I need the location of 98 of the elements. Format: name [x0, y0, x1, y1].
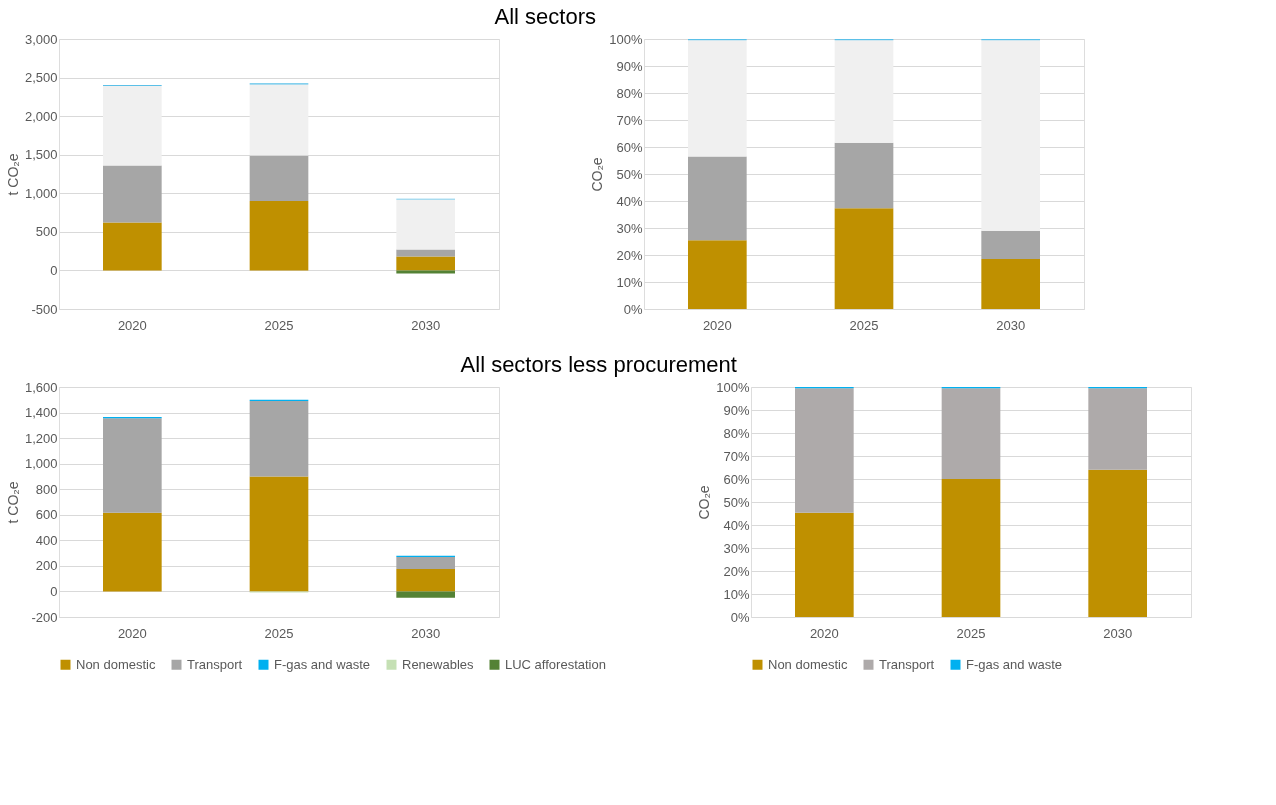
x-tick-label: 2020 [117, 625, 147, 641]
legend-label: LUC afforestation [505, 656, 606, 672]
bar [103, 512, 162, 592]
y-tick-label: 80% [616, 85, 643, 101]
y-tick-label: 400 [35, 532, 58, 548]
bar [981, 230, 1040, 260]
y-tick-label: 1,500 [24, 147, 58, 163]
y-tick-label: 30% [723, 540, 750, 556]
bar [249, 476, 309, 592]
y-tick-label: 0 [50, 583, 58, 599]
x-tick-label: 2020 [809, 625, 839, 641]
y-tick-label: 20% [723, 563, 750, 579]
y-axis-title: CO₂e [589, 157, 606, 192]
bar [795, 512, 854, 617]
bar [103, 222, 162, 271]
y-tick-label: -200 [31, 609, 58, 625]
x-tick-label: 2020 [117, 317, 147, 333]
legend-label: Non domestic [76, 656, 156, 672]
bar [396, 591, 455, 598]
bar [941, 388, 1001, 479]
x-tick-label: 2030 [996, 317, 1026, 333]
y-tick-label: 90% [723, 402, 750, 418]
bar [396, 256, 455, 271]
y-tick-label: 10% [616, 274, 643, 290]
bar [396, 556, 455, 570]
y-tick-label: 20% [616, 247, 643, 263]
legend-label: Non domestic [768, 656, 848, 672]
y-tick-label: 100% [716, 379, 750, 395]
bar [688, 156, 747, 241]
y-tick-label: 10% [723, 586, 750, 602]
y-tick-label: 60% [616, 139, 643, 155]
legend-label: F-gas and waste [966, 656, 1063, 672]
y-tick-label: 100% [609, 31, 643, 47]
y-axis-title: t CO₂e [4, 153, 21, 196]
bar [396, 569, 455, 592]
y-tick-label: 0 [50, 262, 58, 278]
bar [834, 142, 894, 209]
bar [249, 401, 309, 477]
x-tick-label: 2020 [702, 317, 732, 333]
x-tick-label: 2025 [264, 625, 294, 641]
y-tick-label: 70% [723, 448, 750, 464]
bar [1088, 388, 1147, 470]
bar [396, 249, 455, 257]
y-tick-label: 600 [35, 507, 58, 523]
legend-label: Transport [187, 656, 243, 672]
y-tick-label: 1,400 [24, 405, 58, 421]
y-tick-label: 3,000 [24, 31, 58, 47]
y-tick-label: 40% [723, 517, 750, 533]
y-tick-label: 1,000 [24, 185, 58, 201]
y-tick-label: 0% [623, 301, 643, 317]
bar [103, 86, 162, 166]
y-tick-label: 2,500 [24, 70, 58, 86]
y-tick-label: 80% [723, 425, 750, 441]
bar [396, 270, 455, 274]
y-tick-label: -500 [31, 301, 58, 317]
bar [981, 40, 1040, 231]
y-tick-label: 50% [723, 494, 750, 510]
y-tick-label: 50% [616, 166, 643, 182]
bar [795, 388, 854, 513]
y-tick-label: 200 [35, 558, 58, 574]
x-tick-label: 2030 [411, 625, 441, 641]
text: All sectors [494, 3, 596, 29]
bar [103, 165, 162, 223]
bar [249, 84, 309, 156]
bar [688, 240, 747, 309]
legend-label: Transport [879, 656, 935, 672]
y-tick-label: 0% [730, 609, 750, 625]
x-tick-label: 2030 [1103, 625, 1133, 641]
y-tick-label: 800 [35, 481, 58, 497]
bar [834, 40, 894, 143]
text: All sectors less procurement [460, 351, 737, 377]
legend-label: F-gas and waste [274, 656, 371, 672]
y-axis-title: t CO₂e [4, 481, 21, 524]
bar [834, 208, 894, 309]
x-tick-label: 2025 [849, 317, 879, 333]
y-tick-label: 90% [616, 58, 643, 74]
y-tick-label: 1,000 [24, 456, 58, 472]
x-tick-label: 2025 [264, 317, 294, 333]
x-tick-label: 2025 [956, 625, 986, 641]
y-tick-label: 70% [616, 112, 643, 128]
x-tick-label: 2030 [411, 317, 441, 333]
bar [396, 199, 455, 250]
bar [1088, 469, 1147, 617]
y-tick-label: 1,200 [24, 430, 58, 446]
bar [688, 40, 747, 157]
y-tick-label: 1,600 [24, 379, 58, 395]
bar [981, 259, 1040, 309]
legend-label: Renewables [402, 656, 475, 672]
y-axis-title: CO₂e [696, 485, 713, 520]
bar [249, 201, 309, 271]
bar [941, 479, 1001, 617]
bar [103, 418, 162, 513]
y-tick-label: 500 [35, 224, 58, 240]
y-tick-label: 30% [616, 220, 643, 236]
bar [249, 155, 309, 201]
y-tick-label: 40% [616, 193, 643, 209]
y-tick-label: 60% [723, 471, 750, 487]
y-tick-label: 2,000 [24, 108, 58, 124]
